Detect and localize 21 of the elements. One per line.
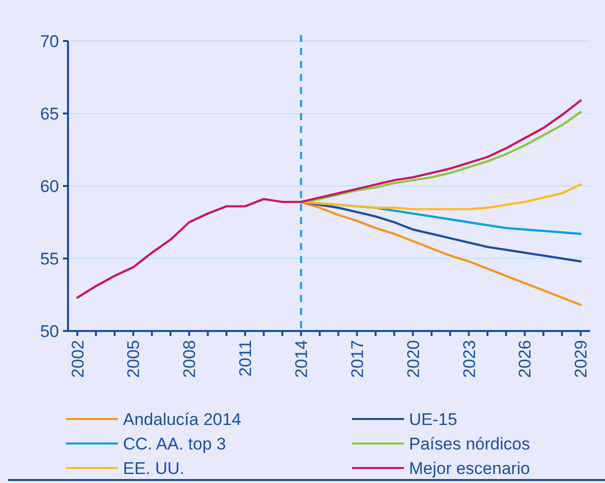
y-tick-label: 55 — [40, 249, 59, 268]
legend-label: Países nórdicos — [409, 434, 530, 454]
x-tick-label: 2026 — [516, 340, 535, 378]
x-tick-label: 2020 — [404, 340, 423, 378]
legend-label: Mejor escenario — [409, 458, 530, 478]
x-tick-label: 2017 — [348, 340, 367, 378]
x-tick-label: 2011 — [236, 340, 256, 377]
x-tick-label: 2002 — [68, 340, 88, 378]
y-tick-label: 50 — [40, 322, 59, 341]
legend-label: EE. UU. — [123, 458, 184, 478]
x-tick-label: 2014 — [292, 340, 311, 378]
legend-label: Andalucía 2014 — [123, 410, 242, 429]
x-tick-label: 2029 — [572, 340, 591, 378]
y-tick-label: 70 — [40, 32, 59, 51]
legend-label: CC. AA. top 3 — [123, 434, 226, 454]
x-tick-label: 2008 — [180, 340, 200, 378]
y-tick-label: 65 — [40, 104, 59, 124]
legend-label: UE-15 — [409, 410, 458, 429]
x-tick-label: 2005 — [124, 340, 144, 378]
y-tick-label: 60 — [40, 176, 59, 196]
x-tick-label: 2023 — [460, 340, 479, 378]
